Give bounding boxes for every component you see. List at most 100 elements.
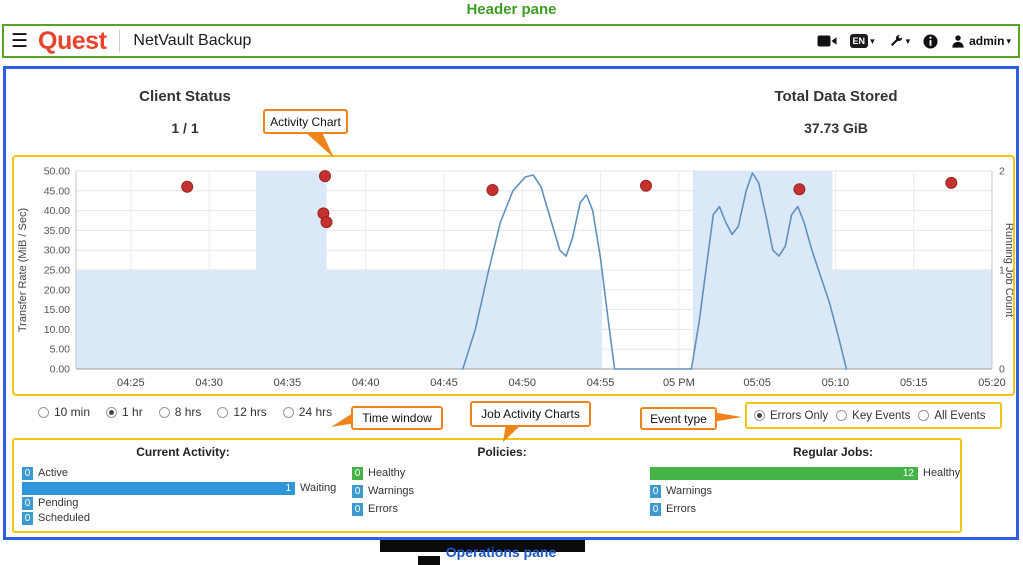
total-data-stored-label: Total Data Stored [774, 88, 898, 105]
current-activity-column: Current Activity: 0 Active 1 Waiting 0 P… [22, 445, 344, 526]
activity-chart: 0.00 5.00 10.00 15.00 20.00 25.00 30.00 35.00 40… [12, 155, 1015, 396]
count-badge: 0 [22, 466, 33, 480]
current-activity-row-pending[interactable]: 0 Pending [22, 496, 344, 510]
row-label: Healthy [923, 467, 961, 479]
row-label: Healthy [368, 467, 406, 479]
bar-count: 1 [285, 482, 291, 494]
time-window-option-1hr[interactable]: 1 hr [106, 405, 143, 419]
operations-pane: Current Activity: 0 Active 1 Waiting 0 P… [12, 438, 962, 533]
regular-jobs-row-errors[interactable]: 0 Errors [650, 502, 956, 516]
svg-text:40.00: 40.00 [44, 205, 70, 217]
video-camera-icon[interactable] [817, 34, 837, 48]
app-title: NetVault Backup [133, 32, 252, 49]
svg-text:35.00: 35.00 [44, 225, 70, 237]
tools-menu[interactable]: ▾ [888, 33, 911, 49]
radio-icon [158, 406, 170, 418]
quest-logo: Quest [38, 26, 107, 55]
event-type-group: Errors Only Key Events All Events [745, 402, 1002, 429]
event-type-option-errors-only[interactable]: Errors Only [754, 410, 828, 422]
current-activity-row-scheduled[interactable]: 0 Scheduled [22, 511, 344, 525]
radio-icon [217, 406, 229, 418]
row-label: Warnings [666, 485, 713, 497]
row-label: Active [38, 467, 68, 479]
radio-icon [918, 410, 930, 421]
language-badge: EN [849, 34, 869, 48]
row-label: Errors [666, 503, 696, 515]
time-window-option-12hrs[interactable]: 12 hrs [217, 405, 267, 419]
radio-label: 8 hrs [174, 405, 202, 419]
user-menu[interactable]: admin ▾ [951, 34, 1011, 48]
header-bar: ☰ Quest NetVault Backup EN ▾ ▾ admin ▾ [2, 24, 1020, 58]
radio-icon [106, 406, 118, 418]
svg-text:1: 1 [999, 265, 1005, 277]
chevron-down-icon: ▾ [870, 35, 875, 46]
job-activity-charts-callout: Job Activity Charts [470, 401, 591, 427]
svg-text:05:05: 05:05 [743, 377, 771, 389]
current-activity-title: Current Activity: [136, 445, 230, 459]
svg-text:0.00: 0.00 [50, 364, 71, 376]
count-badge: 0 [650, 484, 661, 498]
svg-text:04:40: 04:40 [352, 377, 380, 389]
time-window-option-24hrs[interactable]: 24 hrs [282, 405, 333, 419]
svg-text:04:45: 04:45 [430, 377, 458, 389]
radio-label: 24 hrs [298, 405, 333, 419]
event-type-option-key-events[interactable]: Key Events [836, 410, 910, 422]
svg-text:50.00: 50.00 [44, 166, 70, 178]
row-label: Errors [368, 503, 398, 515]
healthy-bar: 12 [650, 466, 918, 480]
svg-text:05:15: 05:15 [900, 377, 928, 389]
time-window-option-8hrs[interactable]: 8 hrs [158, 405, 202, 419]
time-window-callout: Time window [351, 406, 443, 430]
radio-label: All Events [934, 409, 986, 422]
policies-column: Policies: 0 Healthy 0 Warnings 0 Errors [352, 445, 652, 520]
chevron-down-icon: ▾ [905, 35, 911, 46]
radio-icon [282, 406, 294, 418]
header-pane-annotation: Header pane [466, 1, 557, 18]
svg-text:04:30: 04:30 [195, 377, 223, 389]
regular-jobs-row-warnings[interactable]: 0 Warnings [650, 484, 956, 498]
svg-text:25.00: 25.00 [44, 265, 70, 277]
svg-text:2: 2 [999, 166, 1005, 178]
user-name: admin [969, 34, 1005, 48]
svg-text:Running Job Count: Running Job Count [1003, 223, 1013, 317]
count-badge: 0 [352, 466, 363, 480]
current-activity-row-active[interactable]: 0 Active [22, 466, 344, 480]
time-window-option-10min[interactable]: 10 min [38, 405, 90, 419]
regular-jobs-row-healthy[interactable]: 12 Healthy [650, 466, 960, 480]
svg-text:20.00: 20.00 [44, 284, 70, 296]
activity-chart-svg: 0.00 5.00 10.00 15.00 20.00 25.00 30.00 35.00 40… [17, 166, 1013, 390]
policies-row-warnings[interactable]: 0 Warnings [352, 484, 652, 498]
radio-label: 10 min [54, 405, 91, 419]
header-actions: EN ▾ ▾ admin ▾ [817, 33, 1011, 49]
row-label: Scheduled [38, 512, 90, 524]
svg-text:04:50: 04:50 [508, 377, 536, 389]
policies-row-healthy[interactable]: 0 Healthy [352, 466, 652, 480]
svg-text:15.00: 15.00 [44, 304, 70, 316]
language-selector[interactable]: EN ▾ [849, 34, 875, 48]
svg-text:05 PM: 05 PM [663, 377, 695, 389]
person-icon [952, 35, 964, 48]
bottom-black-bar [380, 540, 585, 552]
client-status-block: Client Status 1 / 1 [95, 88, 275, 136]
svg-text:05:20: 05:20 [978, 377, 1006, 389]
current-activity-row-waiting[interactable]: 1 Waiting [22, 481, 344, 495]
event-type-callout: Event type [640, 407, 717, 430]
svg-text:30.00: 30.00 [44, 245, 70, 257]
tools-icon [890, 34, 902, 46]
svg-text:5.00: 5.00 [50, 344, 71, 356]
radio-icon [38, 406, 49, 418]
svg-text:04:55: 04:55 [587, 377, 615, 389]
svg-text:05:10: 05:10 [822, 377, 850, 389]
policies-row-errors[interactable]: 0 Errors [352, 502, 652, 516]
row-label: Waiting [300, 482, 337, 494]
svg-text:04:35: 04:35 [274, 377, 302, 389]
svg-text:Transfer Rate (MiB / Sec): Transfer Rate (MiB / Sec) [17, 208, 29, 332]
event-type-option-all-events[interactable]: All Events [918, 410, 985, 422]
hamburger-menu-icon[interactable]: ☰ [11, 30, 29, 52]
count-badge: 0 [22, 511, 33, 525]
info-icon[interactable] [923, 33, 938, 49]
radio-label: 1 hr [122, 405, 143, 419]
count-badge: 0 [22, 496, 33, 510]
main-pane-frame [3, 66, 1019, 540]
